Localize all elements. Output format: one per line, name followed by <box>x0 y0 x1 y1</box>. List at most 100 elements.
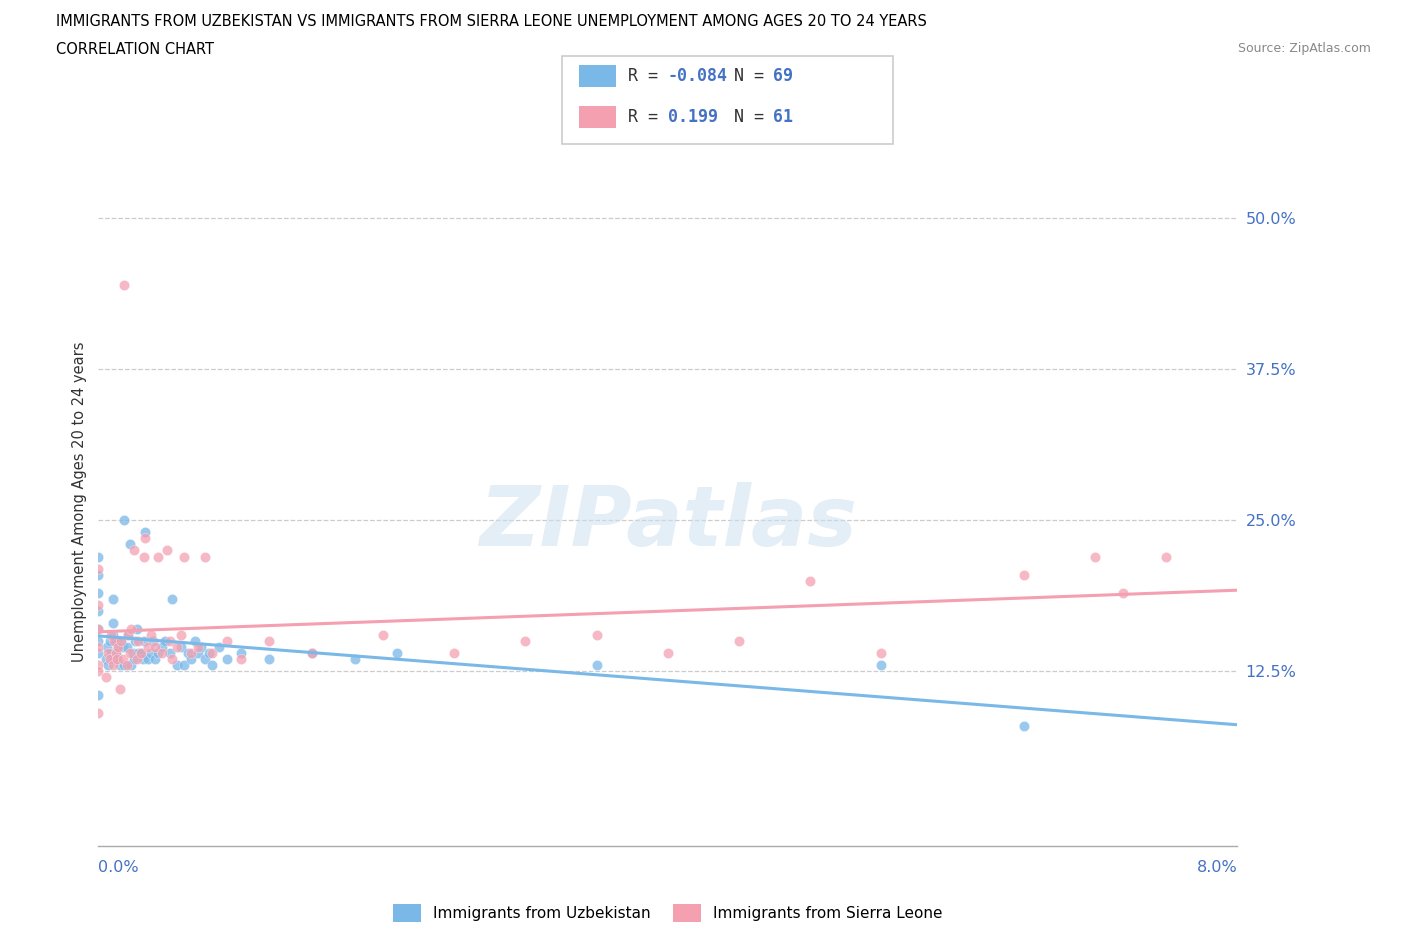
Point <box>111 652 134 667</box>
Point <box>198 645 221 660</box>
Point <box>122 543 145 558</box>
Point <box>115 640 138 655</box>
Point <box>145 652 167 667</box>
Point <box>657 645 679 660</box>
Text: IMMIGRANTS FROM UZBEKISTAN VS IMMIGRANTS FROM SIERRA LEONE UNEMPLOYMENT AMONG AG: IMMIGRANTS FROM UZBEKISTAN VS IMMIGRANTS… <box>56 14 927 29</box>
Text: -0.084: -0.084 <box>668 67 728 86</box>
Point <box>111 640 134 655</box>
Point <box>117 628 139 643</box>
Point <box>136 640 159 655</box>
Point <box>105 652 128 667</box>
Point <box>87 688 110 703</box>
Point <box>180 645 202 660</box>
Point <box>115 658 138 672</box>
Point <box>515 633 537 648</box>
Point <box>173 658 195 672</box>
Point <box>208 640 231 655</box>
Point <box>120 621 142 636</box>
Point <box>1012 567 1035 582</box>
Point <box>107 640 129 655</box>
Point <box>87 567 110 582</box>
Point <box>136 652 159 667</box>
Point <box>112 512 135 527</box>
Point <box>127 645 149 660</box>
Point <box>187 640 209 655</box>
Point <box>129 645 152 660</box>
Text: Source: ZipAtlas.com: Source: ZipAtlas.com <box>1237 42 1371 55</box>
Point <box>387 645 409 660</box>
Point <box>87 621 110 636</box>
Point <box>129 645 152 660</box>
Point <box>259 652 281 667</box>
Text: ZIPatlas: ZIPatlas <box>479 483 856 564</box>
Point <box>201 658 224 672</box>
Point <box>194 549 217 564</box>
Text: R =: R = <box>628 108 668 126</box>
Point <box>141 633 163 648</box>
Point <box>110 633 132 648</box>
Point <box>799 573 821 588</box>
Point <box>100 645 122 660</box>
Point <box>728 633 751 648</box>
Point <box>229 652 252 667</box>
Point <box>87 633 110 648</box>
Point <box>125 621 148 636</box>
Point <box>124 633 146 648</box>
Point <box>229 645 252 660</box>
Point <box>177 645 200 660</box>
Point <box>132 633 155 648</box>
Point <box>87 621 110 636</box>
Point <box>259 633 281 648</box>
Point <box>148 549 170 564</box>
Text: N =: N = <box>734 108 773 126</box>
Point <box>104 633 127 648</box>
Point <box>97 645 120 660</box>
Point <box>103 633 125 648</box>
Point <box>118 645 141 660</box>
Point <box>105 652 128 667</box>
Point <box>145 640 167 655</box>
Point <box>94 670 117 684</box>
Point <box>101 616 124 631</box>
Point <box>131 652 153 667</box>
Point <box>443 645 465 660</box>
Point <box>96 640 118 655</box>
Point <box>122 652 145 667</box>
Point <box>97 658 120 672</box>
Point <box>159 645 181 660</box>
Text: 8.0%: 8.0% <box>1197 860 1237 875</box>
Point <box>166 658 188 672</box>
Point <box>98 652 121 667</box>
Point <box>110 633 132 648</box>
Point <box>87 561 110 576</box>
Point <box>215 633 238 648</box>
Point <box>156 543 179 558</box>
Point <box>101 628 124 643</box>
Point <box>139 628 162 643</box>
Point <box>120 658 142 672</box>
Point <box>94 652 117 667</box>
Point <box>117 628 139 643</box>
Point <box>373 628 395 643</box>
Point <box>87 604 110 618</box>
Point <box>134 531 156 546</box>
Point <box>107 640 129 655</box>
Point <box>104 645 127 660</box>
Point <box>173 549 195 564</box>
Point <box>301 645 323 660</box>
Point <box>87 549 110 564</box>
Point <box>1084 549 1107 564</box>
Point <box>1154 549 1177 564</box>
Point <box>101 591 124 606</box>
Point <box>180 652 202 667</box>
Point <box>155 633 177 648</box>
Text: 61: 61 <box>773 108 793 126</box>
Point <box>162 591 184 606</box>
Point <box>870 645 893 660</box>
Point <box>112 658 135 672</box>
Point <box>148 645 170 660</box>
Point <box>190 640 212 655</box>
Point <box>108 658 131 672</box>
Point <box>87 597 110 612</box>
Point <box>118 537 141 551</box>
